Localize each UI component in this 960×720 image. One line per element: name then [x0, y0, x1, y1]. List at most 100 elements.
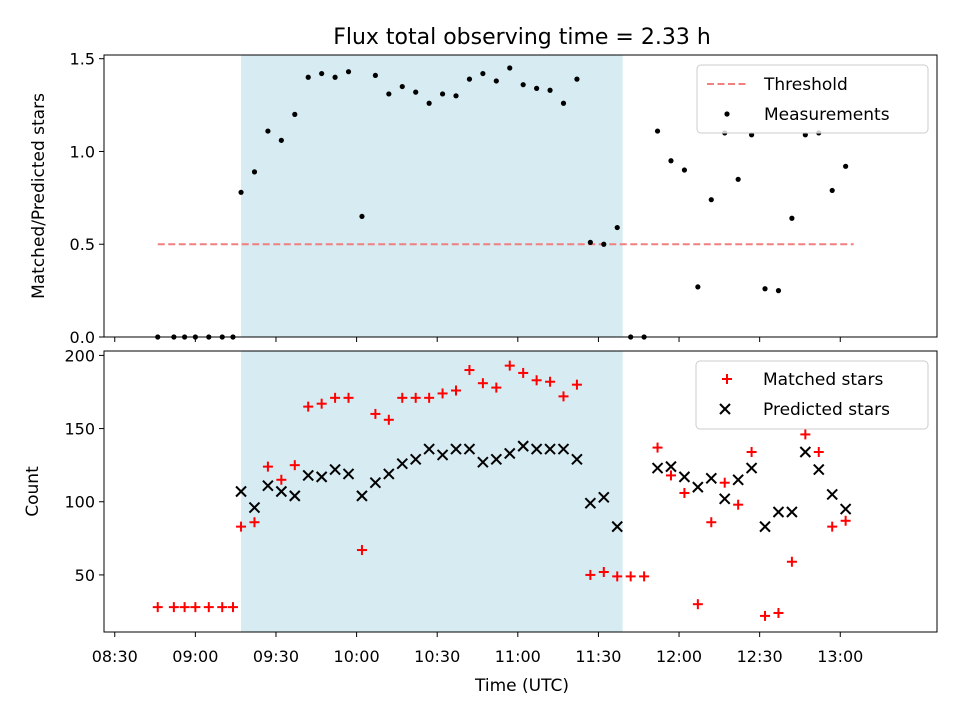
- predicted-point: [732, 474, 744, 486]
- matched-point: [558, 391, 569, 402]
- predicted-point: [396, 457, 408, 470]
- count-ytick-label: 100: [64, 493, 95, 512]
- predicted-point: [745, 462, 758, 474]
- predicted-point: [383, 468, 395, 480]
- matched-point: [639, 571, 650, 582]
- predicted-point: [436, 449, 449, 461]
- matched-point: [179, 602, 190, 613]
- matched-point: [746, 446, 757, 457]
- measurement-point: [775, 288, 782, 294]
- measurement-point: [681, 167, 688, 173]
- legend-predicted-swatch: [719, 403, 731, 415]
- predicted-point: [678, 471, 691, 483]
- matched-point: [424, 392, 435, 403]
- chart-title: Flux total observing time = 2.33 h: [333, 25, 711, 50]
- measurement-point: [493, 78, 499, 84]
- matched-point: [585, 569, 596, 580]
- predicted-point: [369, 477, 382, 489]
- matched-point: [356, 545, 367, 556]
- matched-point: [571, 379, 582, 390]
- x-tick-label: 08:30: [92, 647, 138, 666]
- measurement-point: [534, 85, 540, 91]
- matched-point: [786, 556, 797, 567]
- x-tick-label: 12:30: [737, 647, 783, 666]
- predicted-point: [839, 503, 852, 515]
- ratio-panel-frame: [103, 54, 938, 338]
- measurement-point: [601, 241, 607, 247]
- predicted-point: [342, 468, 355, 480]
- ratio-legend: Threshold Measurements: [696, 64, 929, 134]
- matched-point: [719, 477, 730, 488]
- matched-point: [343, 392, 354, 403]
- predicted-point: [598, 491, 610, 504]
- x-tick-label: 12:00: [656, 647, 702, 666]
- measurement-point: [789, 215, 795, 221]
- matched-point: [598, 566, 609, 577]
- legend-measurements-swatch: [724, 111, 730, 117]
- matched-point: [316, 398, 327, 409]
- count-ytick-label: 50: [75, 566, 95, 585]
- measurement-point: [466, 76, 473, 82]
- measurement-point: [587, 239, 593, 245]
- legend-threshold-label: Threshold: [763, 75, 848, 95]
- matched-point: [276, 474, 287, 485]
- predicted-point: [584, 497, 597, 509]
- measurement-point: [305, 74, 311, 80]
- measurement-point: [372, 72, 378, 79]
- matched-point: [289, 460, 300, 471]
- x-tick-label: 09:30: [253, 647, 299, 666]
- measurement-point: [386, 91, 392, 97]
- matched-point: [813, 446, 824, 457]
- ratio-ytick-label: 0.0: [70, 328, 95, 347]
- matched-point: [190, 602, 201, 613]
- x-tick-label: 11:30: [575, 647, 621, 666]
- measurement-point: [614, 224, 620, 231]
- predicted-point: [289, 490, 301, 502]
- predicted-point: [786, 506, 798, 518]
- matched-point: [227, 602, 238, 613]
- matched-point: [249, 517, 260, 528]
- predicted-point: [813, 463, 825, 476]
- measurement-point: [345, 69, 352, 75]
- matched-point: [733, 499, 744, 510]
- measurement-point: [654, 128, 661, 134]
- matched-point: [397, 392, 408, 403]
- matched-point: [827, 521, 838, 532]
- matched-point: [330, 392, 341, 403]
- measurement-point: [278, 137, 284, 143]
- matched-point: [706, 517, 717, 528]
- measurement-point: [439, 91, 446, 97]
- count-legend-box: [695, 360, 929, 430]
- measurement-point: [238, 189, 244, 195]
- count-legend: Matched stars Predicted stars: [695, 360, 929, 430]
- measurement-point: [574, 76, 580, 82]
- count-panel-frame: [103, 350, 938, 633]
- measurement-point: [695, 284, 701, 290]
- x-tick-label: 10:00: [334, 647, 380, 666]
- predicted-point: [248, 501, 261, 514]
- ratio-y-axis-label: Matched/Predicted stars: [29, 93, 49, 299]
- count-y-axis-label: Count: [23, 466, 43, 517]
- matched-point: [491, 382, 502, 393]
- measurement-point: [480, 70, 486, 77]
- predicted-point: [719, 493, 731, 505]
- ratio-ytick-label: 1.0: [70, 142, 95, 161]
- matched-point: [437, 388, 448, 399]
- predicted-point: [799, 446, 812, 458]
- x-tick-label: 10:30: [414, 647, 460, 666]
- predicted-point: [772, 506, 785, 518]
- measurement-point: [251, 169, 258, 175]
- measurement-point: [292, 111, 298, 117]
- predicted-point: [530, 443, 543, 455]
- matched-point: [504, 360, 515, 371]
- predicted-point: [692, 481, 704, 493]
- count-panel: 50 100 150 200 08:30 09:00 09:30 10:00 10:30 11:…: [23, 346, 938, 696]
- x-tick-label: 13:00: [817, 647, 863, 666]
- predicted-point: [826, 488, 838, 501]
- measurement-point: [413, 89, 419, 95]
- count-ytick-label: 200: [64, 346, 95, 365]
- measurement-point: [735, 176, 741, 182]
- predicted-point: [302, 469, 314, 482]
- measurement-point: [762, 286, 768, 292]
